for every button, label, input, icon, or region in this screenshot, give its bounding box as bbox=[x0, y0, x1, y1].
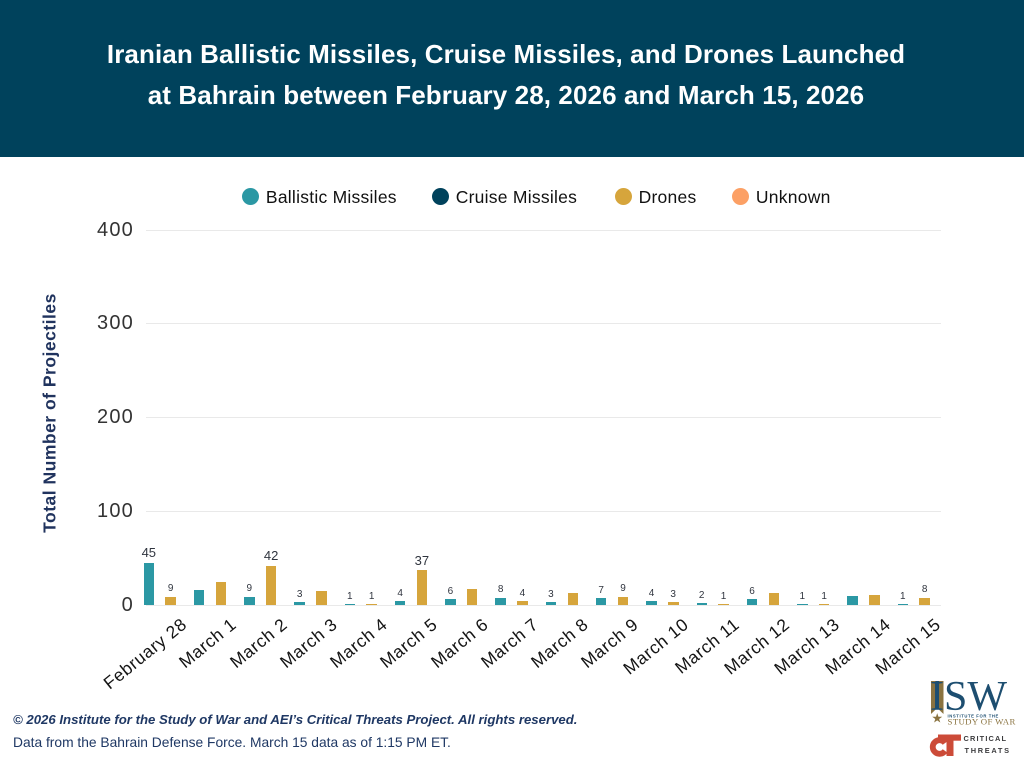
svg-text:INSTITUTE FOR THE: INSTITUTE FOR THE bbox=[948, 714, 999, 719]
svg-text:ISW: ISW bbox=[930, 674, 1007, 720]
svg-text:★: ★ bbox=[931, 711, 943, 726]
svg-text:CRITICAL: CRITICAL bbox=[964, 734, 1008, 743]
svg-text:THREATS: THREATS bbox=[965, 746, 1011, 755]
svg-text:STUDY OF WAR: STUDY OF WAR bbox=[948, 717, 1016, 727]
